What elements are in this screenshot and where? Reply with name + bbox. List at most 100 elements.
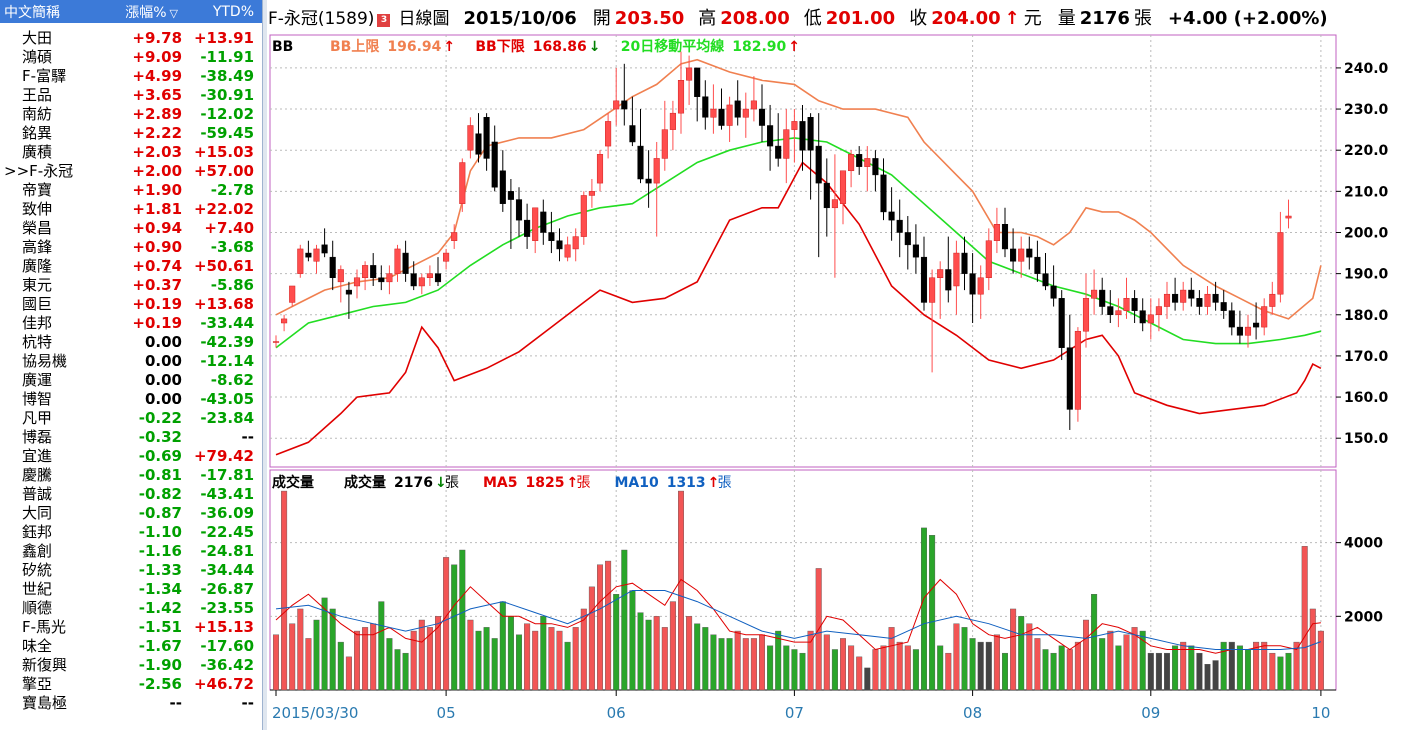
list-item[interactable]: 味全 -1.67 -17.60 [0, 636, 262, 656]
volume-bar [532, 630, 539, 691]
list-item[interactable]: 銘異 +2.22 -59.45 [0, 123, 262, 143]
candle-body [1018, 248, 1025, 262]
list-item[interactable]: 普誠 -0.82 -43.41 [0, 484, 262, 504]
list-item[interactable]: 宜進 -0.69 +79.42 [0, 446, 262, 466]
list-item[interactable]: 博智 0.00 -43.05 [0, 389, 262, 409]
candle-body [1058, 298, 1065, 348]
chart-area[interactable]: 150.0 160.0 170.0 180.0 190.0 200.0 210.0 220.0… [266, 0, 1412, 730]
column-header-ytd[interactable]: YTD% [212, 3, 254, 20]
candle-body [491, 141, 498, 188]
list-item[interactable]: 榮昌 +0.94 +7.40 [0, 218, 262, 238]
x-tick-label: 2015/03/30 [272, 704, 358, 722]
candle-body [872, 158, 879, 176]
list-item[interactable]: 擎亞 -2.56 +46.72 [0, 674, 262, 694]
list-item-ytd: -23.84 [200, 408, 254, 427]
list-item-ytd: -30.91 [200, 85, 254, 104]
candle-body [1220, 302, 1227, 311]
list-item[interactable]: 廣運 0.00 -8.62 [0, 370, 262, 390]
list-item[interactable]: 致伸 +1.81 +22.02 [0, 199, 262, 219]
list-item[interactable]: 高鋒 +0.90 -3.68 [0, 237, 262, 257]
panel-splitter[interactable] [262, 0, 267, 730]
candle-body [272, 341, 280, 343]
x-tick-label: 10 [1311, 704, 1330, 722]
list-item[interactable]: 廣隆 +0.74 +50.61 [0, 256, 262, 276]
list-item-ytd: -33.44 [200, 313, 254, 332]
volume-bar [872, 649, 879, 691]
candle-body [426, 273, 433, 278]
list-item[interactable]: 世紀 -1.34 -26.87 [0, 579, 262, 599]
list-item[interactable]: 矽統 -1.33 -34.44 [0, 560, 262, 580]
volume-bar [1309, 608, 1316, 691]
list-item-change: -1.67 [138, 636, 182, 655]
volume-bar [775, 630, 782, 691]
volume-ma5-line [275, 578, 1321, 654]
list-item[interactable]: F-馬光 -1.51 +15.13 [0, 617, 262, 637]
list-item[interactable]: 廣積 +2.03 +15.03 [0, 142, 262, 162]
period-label[interactable]: 日線圖 [398, 9, 450, 29]
list-item-change: 0.00 [144, 332, 182, 351]
volume-bar [613, 594, 620, 691]
list-item-ytd: -8.62 [210, 370, 254, 389]
candle-body [459, 162, 466, 204]
list-item[interactable]: 國巨 +0.19 +13.68 [0, 294, 262, 314]
badge-icon[interactable]: 3 [377, 14, 391, 27]
volume-bar [799, 652, 806, 691]
list-item-ytd: -17.81 [200, 465, 254, 484]
list-item[interactable]: 佳邦 +0.19 -33.44 [0, 313, 262, 333]
list-item[interactable]: 博磊 -0.32 -- [0, 427, 262, 447]
list-item[interactable]: 順德 -1.42 -23.55 [0, 598, 262, 618]
y-tick-label: 160.0 [1344, 390, 1389, 406]
column-header-name[interactable]: 中文簡稱 [4, 4, 60, 21]
list-item[interactable]: 新復興 -1.90 -36.42 [0, 655, 262, 675]
list-item[interactable]: 南紡 +2.89 -12.02 [0, 104, 262, 124]
volume-bar [807, 630, 814, 691]
stock-list-rows: 大田 +9.78 +13.91 鴻碩 +9.09 -11.91 F-富驛 +4.99 -38.4… [0, 28, 262, 712]
list-item-change: +4.99 [132, 66, 182, 85]
candle-body [1204, 293, 1211, 307]
y-tick-label: 180.0 [1344, 308, 1389, 324]
x-tick-label: 07 [785, 704, 804, 722]
volume-bar [426, 627, 433, 691]
list-item[interactable]: 鈺邦 -1.10 -22.45 [0, 522, 262, 542]
list-item[interactable]: >>F-永冠 +2.00 +57.00 [0, 161, 262, 180]
volume-bar [1074, 641, 1081, 691]
list-item[interactable]: 杭特 0.00 -42.39 [0, 332, 262, 352]
list-item-ytd: +50.61 [193, 256, 254, 275]
list-item[interactable]: 大同 -0.87 -36.09 [0, 503, 262, 523]
list-item[interactable]: 鴻碩 +9.09 -11.91 [0, 47, 262, 67]
candle-body [313, 248, 320, 262]
list-item[interactable]: 凡甲 -0.22 -23.84 [0, 408, 262, 428]
arrow-up-icon: ↑ [788, 39, 800, 55]
y-tick-label: 240.0 [1344, 61, 1389, 77]
volume-bar [434, 616, 441, 691]
list-item-name: 協易機 [22, 352, 68, 370]
column-header-change[interactable]: 漲幅% ▽ [96, 2, 182, 22]
candle-body [1212, 293, 1219, 303]
volume-bar [653, 616, 660, 691]
volume-bar [515, 634, 522, 691]
volume-bar [912, 649, 919, 691]
list-item[interactable]: 鑫創 -1.16 -24.81 [0, 541, 262, 561]
candle-body [815, 145, 822, 184]
volume-bar [637, 612, 644, 691]
list-item[interactable]: 王品 +3.65 -30.91 [0, 85, 262, 105]
volume-bar [1277, 656, 1284, 691]
y-tick-label: 220.0 [1344, 143, 1389, 159]
list-item-ytd: -12.14 [200, 351, 254, 370]
volume-bar [588, 586, 595, 691]
list-item[interactable]: 帝寶 +1.90 -2.78 [0, 180, 262, 200]
list-item-name: 慶騰 [22, 466, 53, 484]
list-item[interactable]: F-富驛 +4.99 -38.49 [0, 66, 262, 86]
candle-body [718, 108, 725, 126]
volume-bar [694, 623, 701, 691]
list-item[interactable]: 大田 +9.78 +13.91 [0, 28, 262, 48]
list-item[interactable]: 東元 +0.37 -5.86 [0, 275, 262, 295]
candle-body [661, 129, 668, 159]
list-item-change: +2.89 [132, 104, 182, 123]
volume-bar [1196, 652, 1203, 691]
list-item[interactable]: 寶島極 -- -- [0, 693, 262, 713]
list-item[interactable]: 慶騰 -0.81 -17.81 [0, 465, 262, 485]
list-item-name: 大同 [22, 504, 53, 522]
x-tick-label: 09 [1141, 704, 1160, 722]
list-item[interactable]: 協易機 0.00 -12.14 [0, 351, 262, 371]
